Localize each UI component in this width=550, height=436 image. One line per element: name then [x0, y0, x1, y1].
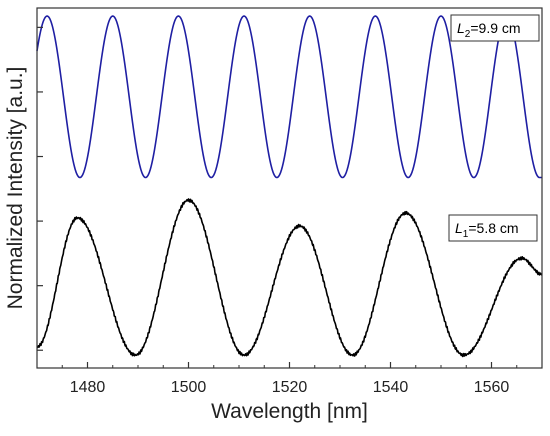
plot-frame: [36, 7, 543, 369]
x-tick-label: 1560: [474, 379, 510, 396]
legend-label: L2=9.9 cm: [457, 20, 521, 40]
series-line-L2: [36, 15, 543, 179]
x-tick-label: 1540: [373, 379, 409, 396]
x-tick-label: 1480: [70, 379, 106, 396]
legend-frame: [448, 214, 538, 242]
legend-box-L2: L2=9.9 cm: [450, 14, 540, 42]
legend-box-L1: L1=5.8 cm: [448, 214, 538, 242]
legend-label: L1=5.8 cm: [455, 220, 519, 240]
legend-frame: [450, 14, 540, 42]
x-tick-label: 1520: [272, 379, 308, 396]
series-line-L1: [36, 198, 543, 358]
x-axis-title: Wavelength [nm]: [211, 400, 368, 423]
x-tick-label: 1500: [171, 379, 207, 396]
y-axis-title: Normalized Intensity [a.u.]: [4, 67, 27, 310]
